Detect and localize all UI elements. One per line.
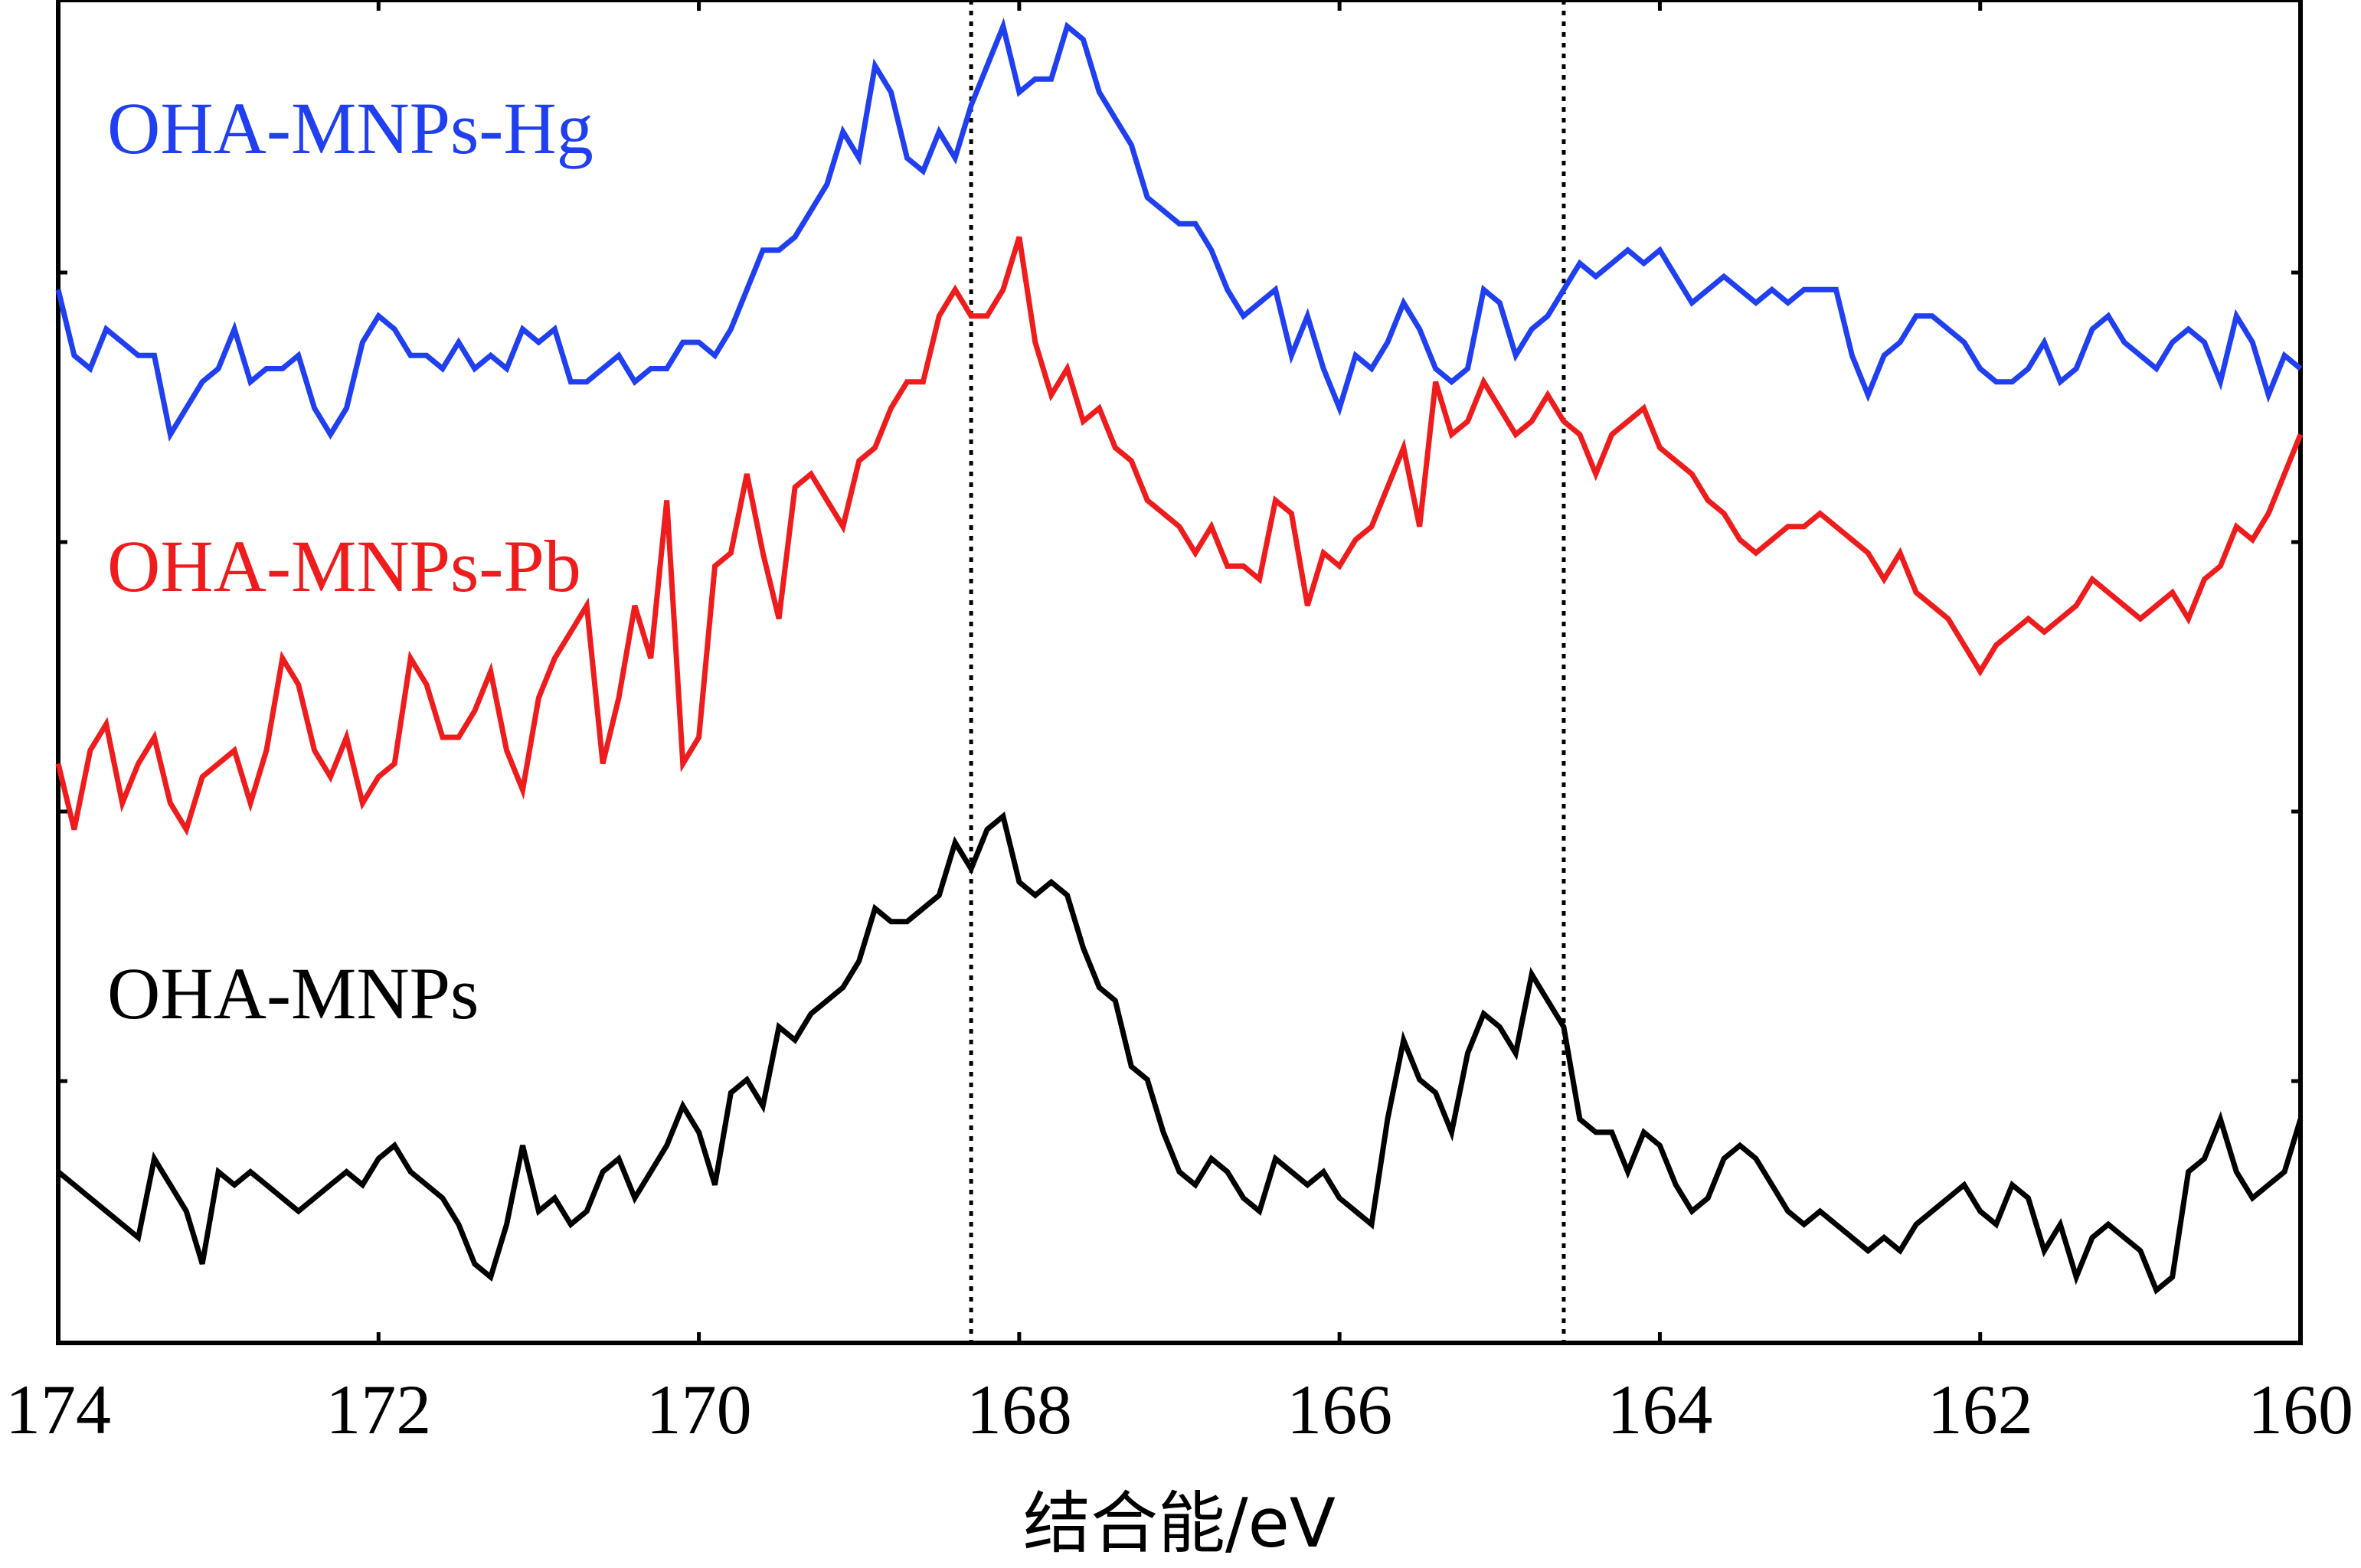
x-tick-label-7: 160 [2248, 1370, 2353, 1449]
y-ticks [58, 270, 2301, 1083]
x-tick-label-1: 172 [325, 1370, 431, 1449]
plot-frame [56, 0, 2303, 1345]
series-label-1: OHA-MNPs-Pb [107, 525, 581, 607]
series-line-2 [56, 811, 2304, 1295]
x-tick-label-5: 164 [1607, 1370, 1712, 1449]
x-tick-label-2: 170 [646, 1370, 752, 1449]
series-lines [55, 18, 2304, 1295]
x-tick-label-6: 162 [1928, 1370, 2033, 1449]
reference-lines [969, 0, 1566, 1343]
x-tick-label-0: 174 [5, 1370, 111, 1449]
x-axis-title: 结合能/eV [1023, 1484, 1336, 1563]
series-label-2: OHA-MNPs [107, 952, 479, 1034]
x-tick-label-4: 166 [1287, 1370, 1392, 1449]
series-label-0: OHA-MNPs-Hg [107, 87, 594, 169]
x-tick-label-3: 168 [966, 1370, 1072, 1449]
series-labels: OHA-MNPs-Hg OHA-MNPs-Pb OHA-MNPs [107, 87, 594, 1034]
x-tick-labels: 174 172 170 168 166 164 162 160 [5, 1370, 2353, 1449]
series-line-1 [55, 236, 2304, 836]
series-line-0 [55, 18, 2303, 442]
x-ticks [56, 0, 2303, 1343]
